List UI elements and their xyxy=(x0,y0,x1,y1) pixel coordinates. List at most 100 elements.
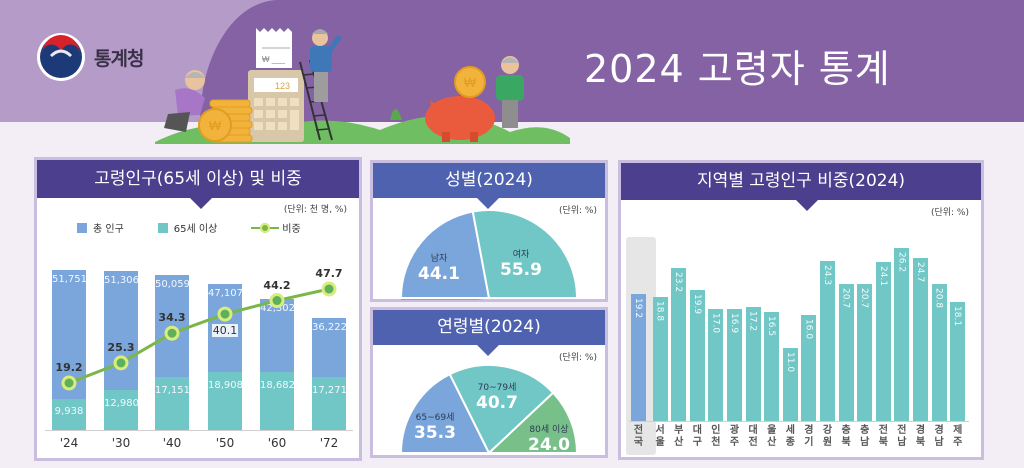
bar-region: 16.0 xyxy=(801,315,817,421)
bar-value-label: 20.7 xyxy=(859,288,870,309)
bar-value-label: 16.9 xyxy=(729,313,739,334)
bar-region: 16.5 xyxy=(764,312,780,421)
bar-region: 26.2 xyxy=(894,248,910,421)
x-axis-line xyxy=(629,421,969,422)
age-panel-title: 연령별(2024) xyxy=(373,310,605,345)
bar-value-label: 23.2 xyxy=(673,271,684,292)
bar-value-label: 51,306 xyxy=(104,275,139,287)
legend-ratio: 비중 xyxy=(251,220,301,235)
gender-panel: 성별(2024) (단위: %) 남자 44.1 여자 55.9 xyxy=(370,160,608,302)
x-axis-label: '40 xyxy=(162,436,182,450)
bar-value-label: 51,751 xyxy=(52,274,87,285)
legend-swatch-65plus xyxy=(157,222,168,233)
bar-region: 24.1 xyxy=(875,261,891,421)
legend-line-icon xyxy=(251,222,280,233)
ratio-point xyxy=(113,355,129,371)
svg-text:123: 123 xyxy=(275,81,290,91)
bar-region: 24.7 xyxy=(913,257,928,421)
bar-65plus-population: 18,908 xyxy=(208,371,243,430)
region-panel: 지역별 고령인구 비중(2024) (단위: %) 19.2 전 국 18.8 서 울 23… xyxy=(618,160,984,460)
ratio-point xyxy=(269,293,285,309)
panel-notch xyxy=(796,200,818,211)
population-panel: 고령인구(65세 이상) 및 비중 (단위: 천 명, %) 총 인구 65세 … xyxy=(34,157,362,461)
bar-value-label: 20.8 xyxy=(933,287,944,308)
ratio-value-label: 47.7 xyxy=(315,267,343,280)
age-80plus-label: 80세 이상 24.0 xyxy=(528,425,570,455)
bar-value-label: 24.7 xyxy=(915,261,925,283)
panel-notch xyxy=(477,198,499,209)
bar-value-label: 47,107 xyxy=(208,288,243,300)
ratio-value-label: 44.2 xyxy=(263,278,291,292)
x-axis-label: '50 xyxy=(215,436,235,450)
bar-region: 23.2 xyxy=(671,267,687,421)
gender-male-label: 남자 44.1 xyxy=(418,254,460,284)
elderly-finance-illustration: 123 ₩ ___ ₩ ₩ xyxy=(155,28,570,144)
bar-value-label: 18.8 xyxy=(654,300,665,321)
bar-value-label: 9,938 xyxy=(54,405,84,417)
ratio-point xyxy=(61,375,77,391)
bar-value-label: 17.2 xyxy=(747,311,758,332)
svg-text:₩: ₩ xyxy=(209,118,222,133)
bar-region: 20.8 xyxy=(931,283,947,421)
x-axis-label: '72 xyxy=(319,436,339,450)
bar-region: 19.9 xyxy=(689,289,705,421)
bar-value-label: 17,151 xyxy=(155,384,190,396)
bar-value-label: 16.5 xyxy=(766,316,777,337)
bar-region: 18.1 xyxy=(950,301,966,421)
age-65-69-label: 65~69세 35.3 xyxy=(414,413,456,443)
age-panel: 연령별(2024) (단위: %) 65~69세 35.3 70~79세 40.… xyxy=(370,307,608,458)
pie-slice xyxy=(486,391,579,454)
ratio-point xyxy=(321,281,337,297)
bar-value-label: 12,980 xyxy=(104,397,139,409)
gender-half-pie xyxy=(399,210,579,300)
piggy-bank-icon xyxy=(425,96,495,140)
population-legend: 총 인구 65세 이상 비중 xyxy=(77,220,301,235)
age-unit: (단위: %) xyxy=(558,353,597,363)
pie-slice xyxy=(448,365,555,455)
x-axis-label: '30 xyxy=(111,436,131,450)
bar-65plus-population: 9,938 xyxy=(52,399,86,430)
ratio-value-label: 25.3 xyxy=(107,340,135,354)
bar-value-label: 19.9 xyxy=(691,293,702,314)
bar-region: 24.3 xyxy=(820,260,835,421)
bar-value-label: 26.2 xyxy=(896,252,907,273)
bar-value-label: 24.3 xyxy=(822,264,832,285)
pie-slice xyxy=(399,372,491,454)
bar-65plus-population: 17,271 xyxy=(312,376,347,430)
x-axis-label: '24 xyxy=(59,436,79,450)
pie-slice xyxy=(399,210,491,299)
bar-region: 11.0 xyxy=(782,348,798,421)
bar-value-label: 18,908 xyxy=(208,379,243,391)
region-panel-title: 지역별 고령인구 비중(2024) xyxy=(621,163,981,200)
svg-text:₩ ___: ₩ ___ xyxy=(262,55,286,64)
bar-value-label: 18.1 xyxy=(952,305,963,326)
population-unit: (단위: 천 명, %) xyxy=(283,205,347,215)
bar-value-label: 36,222 xyxy=(312,322,347,333)
legend-swatch-total xyxy=(77,222,87,233)
bar-65plus-population: 12,980 xyxy=(104,389,139,430)
logo-text: 통계청 xyxy=(94,48,144,70)
ratio-line-chart xyxy=(61,281,337,391)
bar-65plus-population: 17,151 xyxy=(155,376,190,430)
bar-value-label: 11.0 xyxy=(784,352,795,373)
bar-value-label: 42,302 xyxy=(260,303,295,315)
x-axis-label: '60 xyxy=(267,436,287,450)
pie-slice xyxy=(471,210,579,299)
ratio-value-label: 19.2 xyxy=(55,361,83,374)
age-half-pie xyxy=(399,365,579,455)
